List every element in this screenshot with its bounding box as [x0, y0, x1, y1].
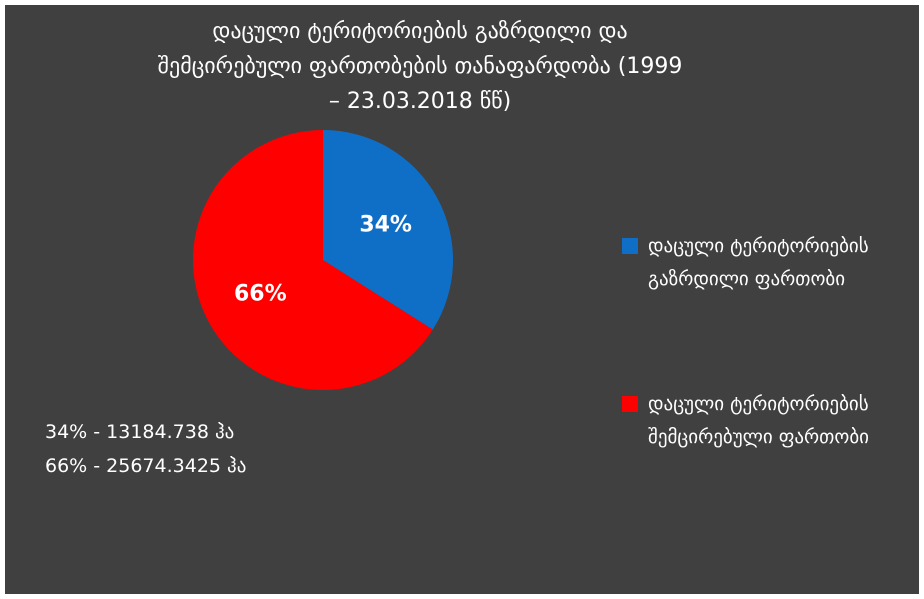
data-label: 66%: [234, 281, 287, 306]
legend-swatch: [622, 238, 638, 254]
data-label: 34%: [359, 213, 412, 238]
background: [5, 5, 919, 594]
legend-swatch: [622, 396, 638, 412]
annotation: 34% - 13184.738 ჰა: [45, 421, 235, 443]
pie-slice: [192, 130, 433, 391]
legend-label: დაცული ტერიტორიების შემცირებული ფართობი: [648, 393, 869, 448]
annotation: 66% - 25674.3425 ჰა: [45, 455, 247, 477]
chart-title: დაცული ტერიტორიების გაზრდილი და შემცირებ…: [157, 19, 683, 114]
pie-slice: [323, 130, 453, 330]
legend-label: დაცული ტერიტორიების გაზრდილი ფართობი: [648, 235, 869, 290]
